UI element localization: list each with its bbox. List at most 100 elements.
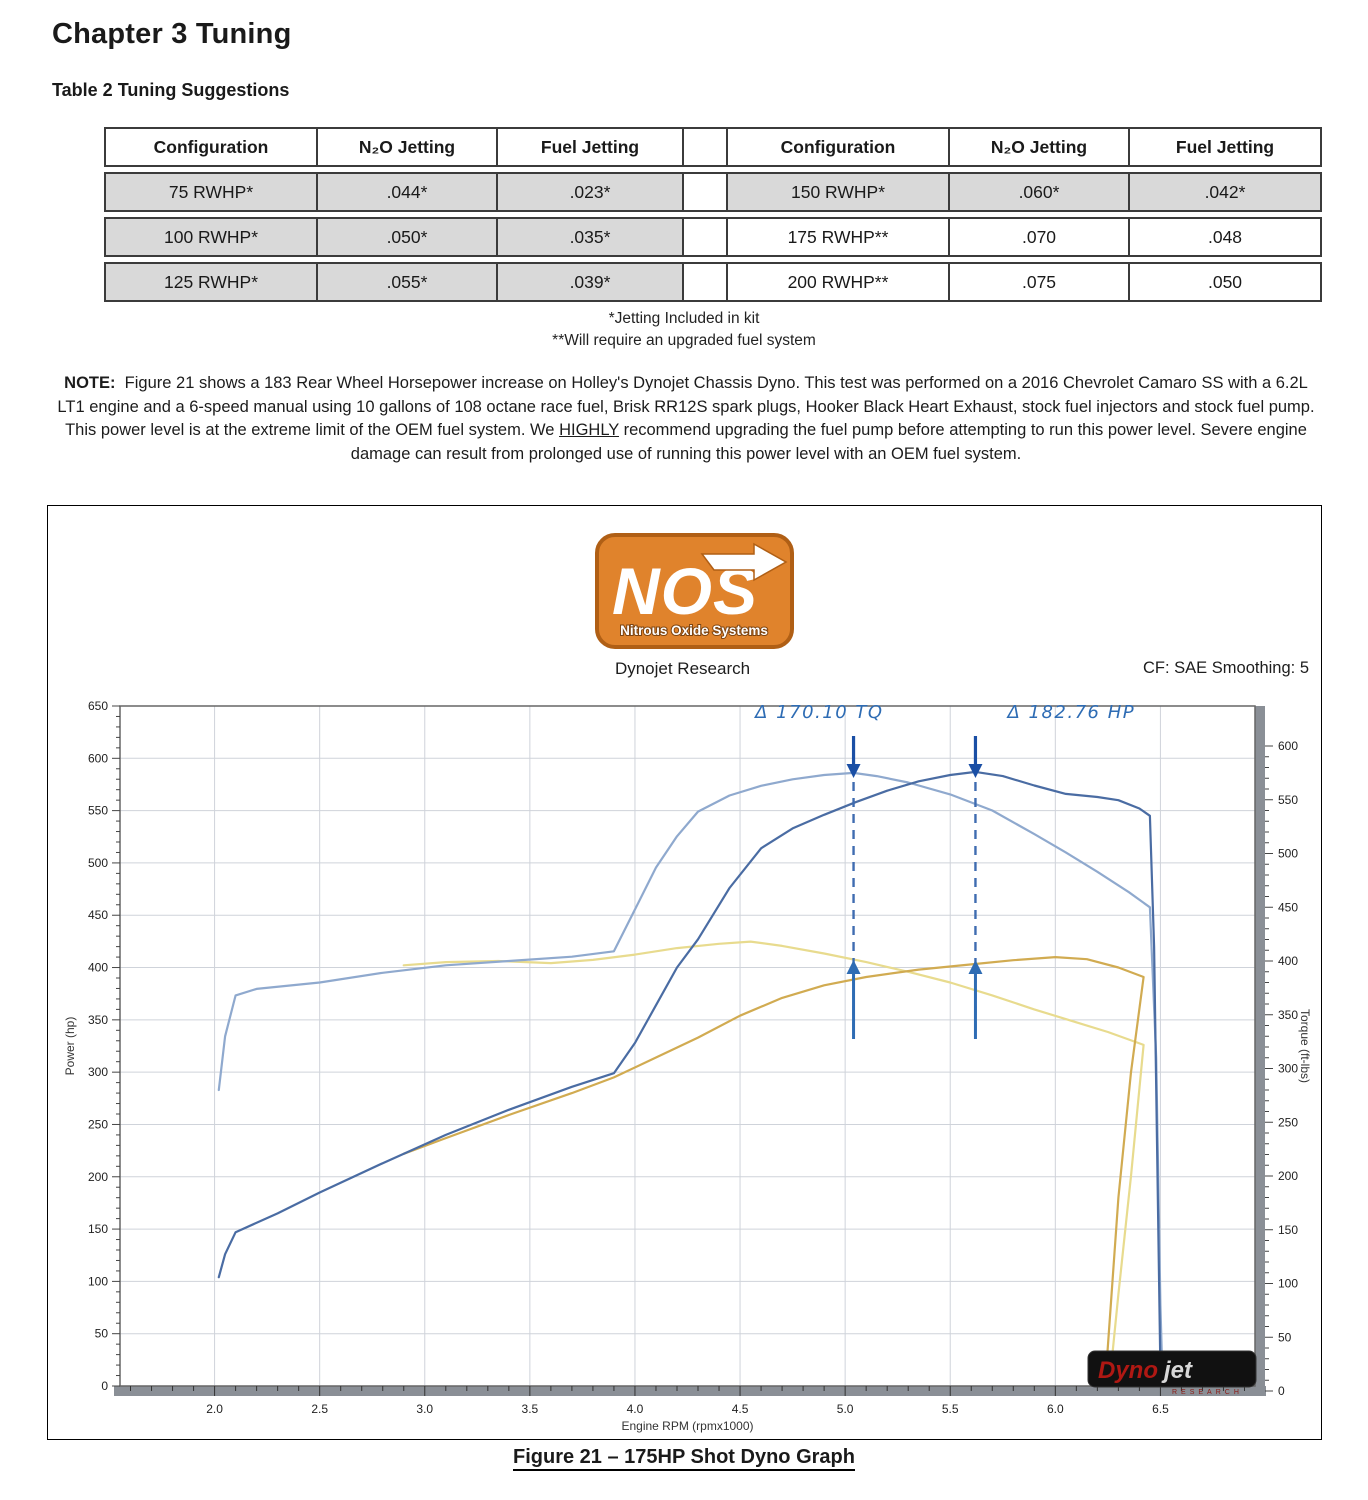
table-cell: .044* bbox=[318, 172, 498, 212]
column-header: Fuel Jetting bbox=[498, 127, 684, 167]
table-gap bbox=[684, 127, 728, 167]
table-gap bbox=[684, 172, 728, 212]
tick-label: 550 bbox=[1278, 793, 1298, 807]
column-header: Configuration bbox=[728, 127, 950, 167]
tick-label: 50 bbox=[1278, 1330, 1292, 1344]
tick-label: 100 bbox=[88, 1274, 108, 1288]
tick-label: 450 bbox=[1278, 900, 1298, 914]
table-cell: .042* bbox=[1130, 172, 1322, 212]
tick-label: 300 bbox=[1278, 1062, 1298, 1076]
plot-area bbox=[120, 706, 1255, 1386]
table-cell: 175 RWHP** bbox=[728, 217, 950, 257]
tick-label: 6.5 bbox=[1152, 1402, 1169, 1416]
tick-label: 650 bbox=[88, 699, 108, 713]
annotation-text: Δ 182.76 HP bbox=[1005, 702, 1135, 723]
tick-label: 5.0 bbox=[837, 1402, 854, 1416]
x-axis: 2.0 2.5 3.0 3.5 4.0 4.5 5.0 5.5 6.0 6.5 Engine RPM… bbox=[130, 1386, 1245, 1433]
note-emphasis: HIGHLY bbox=[559, 421, 619, 439]
tick-label: 600 bbox=[1278, 739, 1298, 753]
table-cell: .075 bbox=[950, 262, 1130, 302]
right-axis-bar bbox=[1255, 706, 1265, 1396]
table-caption: Table 2 Tuning Suggestions bbox=[52, 80, 290, 100]
nos-arrow-icon bbox=[700, 542, 788, 582]
tick-label: 150 bbox=[88, 1222, 108, 1236]
plot-frame bbox=[119, 705, 1256, 1387]
tick-label: 200 bbox=[88, 1170, 108, 1184]
table-cell: .023* bbox=[498, 172, 684, 212]
y-axis-right: 0 50 100 150 200 250 300 350 400 450 500 550 600 Torq… bbox=[1265, 739, 1312, 1398]
series-torque-baseline-run bbox=[402, 940, 1145, 1380]
dyno-lab-label: Dynojet Research bbox=[614, 659, 751, 678]
table-row: 125 RWHP* .055* .039* 200 RWHP** .075.050 bbox=[104, 262, 1322, 302]
tick-label: 400 bbox=[88, 961, 108, 975]
tick-label: 350 bbox=[1278, 1008, 1298, 1022]
series-torque-nitrous-run bbox=[217, 771, 1164, 1380]
up-arrow-icon bbox=[968, 960, 983, 974]
table-cell: 150 RWHP* bbox=[728, 172, 950, 212]
tick-label: 50 bbox=[95, 1327, 109, 1341]
tick-label: 6.0 bbox=[1047, 1402, 1064, 1416]
tick-label: 3.5 bbox=[522, 1402, 539, 1416]
tick-label: 2.5 bbox=[311, 1402, 328, 1416]
table-cell: .050* bbox=[318, 217, 498, 257]
note-label: NOTE: bbox=[64, 374, 116, 392]
annotation-1: Δ 170.10 TQ bbox=[753, 702, 882, 1039]
table-cell: .050 bbox=[1130, 262, 1322, 302]
tick-label: 350 bbox=[88, 1013, 108, 1027]
table-row: 100 RWHP* .050* .035* 175 RWHP** .070.048 bbox=[104, 217, 1322, 257]
table-cell: .039* bbox=[498, 262, 684, 302]
tick-label: 150 bbox=[1278, 1223, 1298, 1237]
y-axis-left-title: Power (hp) bbox=[63, 1017, 77, 1076]
nos-logo: NOS Nitrous Oxide Systems bbox=[595, 533, 794, 649]
column-header: N₂O Jetting bbox=[318, 127, 498, 167]
y-axis-left: 0 50 100 150 200 250 300 350 400 450 500 550 600 650 P… bbox=[63, 699, 120, 1393]
figure-21-frame: NOS Nitrous Oxide Systems Dynojet Resear… bbox=[47, 505, 1322, 1440]
figure-caption: Figure 21 – 175HP Shot Dyno Graph bbox=[0, 1446, 1368, 1471]
tick-label: 200 bbox=[1278, 1169, 1298, 1183]
tuning-suggestions-table: Configuration N₂O Jetting Fuel Jetting C… bbox=[104, 122, 1322, 307]
table-footnotes: *Jetting Included in kit **Will require … bbox=[0, 308, 1368, 352]
tick-label: 400 bbox=[1278, 954, 1298, 968]
tick-label: 4.0 bbox=[627, 1402, 644, 1416]
tick-label: 500 bbox=[88, 856, 108, 870]
table-cell: .048 bbox=[1130, 217, 1322, 257]
tick-label: 450 bbox=[88, 908, 108, 922]
table-row: 75 RWHP* .044* .023* 150 RWHP* .060* .042* bbox=[104, 172, 1322, 212]
note-text: Figure 21 shows a 183 Rear Wheel Horsepo… bbox=[57, 374, 1315, 439]
note-text: recommend upgrading the fuel pump before… bbox=[350, 421, 1307, 463]
table-cell: 200 RWHP** bbox=[728, 262, 950, 302]
table-gap bbox=[684, 217, 728, 257]
column-header: Fuel Jetting bbox=[1130, 127, 1322, 167]
table-cell: .055* bbox=[318, 262, 498, 302]
tick-label: 250 bbox=[88, 1117, 108, 1131]
tick-label: 550 bbox=[88, 804, 108, 818]
chapter-title: Chapter 3 Tuning bbox=[52, 18, 292, 50]
x-axis-bar bbox=[114, 1386, 1266, 1396]
tick-label: 100 bbox=[1278, 1277, 1298, 1291]
table-cell: .035* bbox=[498, 217, 684, 257]
x-axis-title: Engine RPM (rpmx1000) bbox=[621, 1419, 753, 1433]
tick-label: 5.5 bbox=[942, 1402, 959, 1416]
down-arrow-icon bbox=[846, 764, 861, 778]
table-cell: 100 RWHP* bbox=[104, 217, 318, 257]
dynojet-logo: Dyno jet RESEARCH bbox=[1087, 1350, 1257, 1396]
column-header: Configuration bbox=[104, 127, 318, 167]
tick-label: 250 bbox=[1278, 1115, 1298, 1129]
series-power-baseline-run bbox=[402, 956, 1145, 1377]
table-header: Configuration N₂O Jetting Fuel Jetting C… bbox=[104, 127, 1322, 167]
dyno-chart: 050100150200250300350400450500550600650P… bbox=[63, 699, 1312, 1433]
table-gap bbox=[684, 262, 728, 302]
down-arrow-icon bbox=[968, 764, 983, 778]
tick-label: 300 bbox=[88, 1065, 108, 1079]
dynojet-logo-text: Dyno bbox=[1098, 1357, 1158, 1384]
series-power-nitrous-run bbox=[217, 770, 1162, 1372]
table-cell: .060* bbox=[950, 172, 1130, 212]
column-header: N₂O Jetting bbox=[950, 127, 1130, 167]
dynojet-logo-subtext: RESEARCH bbox=[1172, 1389, 1243, 1396]
table-cell: .070 bbox=[950, 217, 1130, 257]
smoothing-label: CF: SAE Smoothing: 5 bbox=[1143, 659, 1309, 677]
tick-label: 4.5 bbox=[732, 1402, 749, 1416]
tick-label: 600 bbox=[88, 751, 108, 765]
tick-label: 3.0 bbox=[416, 1402, 433, 1416]
